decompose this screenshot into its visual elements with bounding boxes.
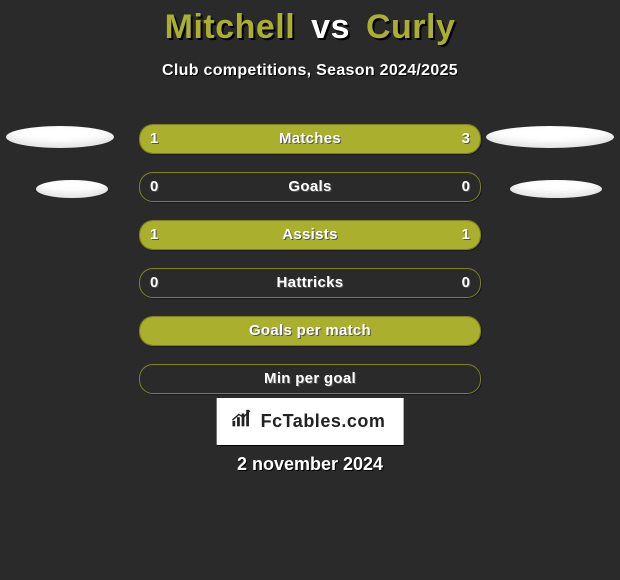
decorative-ellipse [486,126,614,148]
stat-row: 00Hattricks [139,268,481,298]
title-vs: vs [311,8,350,46]
stat-row: 11Assists [139,220,481,250]
stat-row: 13Matches [139,124,481,154]
footer-date: 2 november 2024 [0,454,620,475]
comparison-card: Mitchell vs Curly Club competitions, Sea… [0,0,620,580]
logo-badge: FcTables.com [217,398,404,445]
stat-label: Goals [140,173,480,201]
stat-row: Min per goal [139,364,481,394]
decorative-ellipse [36,180,108,198]
chart-icon [231,408,253,435]
card-title: Mitchell vs Curly [0,8,620,47]
player1-name: Mitchell [165,8,296,46]
stat-row: Goals per match [139,316,481,346]
stat-label: Min per goal [140,365,480,393]
stats-block: 13Matches 00Goals 11Assists 00Hattricks Goal… [139,124,481,412]
stat-label: Hattricks [140,269,480,297]
decorative-ellipse [6,126,114,148]
card-subtitle: Club competitions, Season 2024/2025 [0,62,620,80]
stat-row: 00Goals [139,172,481,202]
stat-label: Assists [140,221,480,249]
decorative-ellipse [510,180,602,198]
player2-name: Curly [366,8,455,46]
logo-text: FcTables.com [261,411,386,432]
stat-label: Goals per match [140,317,480,345]
stat-label: Matches [140,125,480,153]
